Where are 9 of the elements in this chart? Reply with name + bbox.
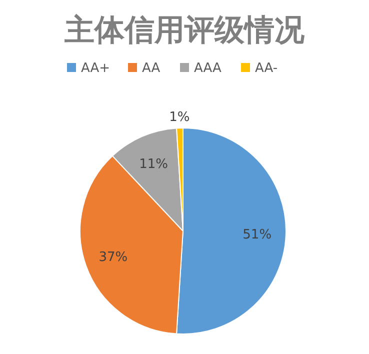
data-label: 11% <box>139 156 168 172</box>
legend-label: AAA <box>194 61 222 76</box>
legend-label: AA <box>142 61 160 76</box>
data-label: 1% <box>169 110 190 126</box>
data-label: 51% <box>242 227 272 242</box>
chart-title: 主体信用评级情况 <box>64 13 306 48</box>
legend-label: AA+ <box>81 61 110 76</box>
data-label: 37% <box>98 250 128 266</box>
legend-label: AA- <box>255 61 278 76</box>
